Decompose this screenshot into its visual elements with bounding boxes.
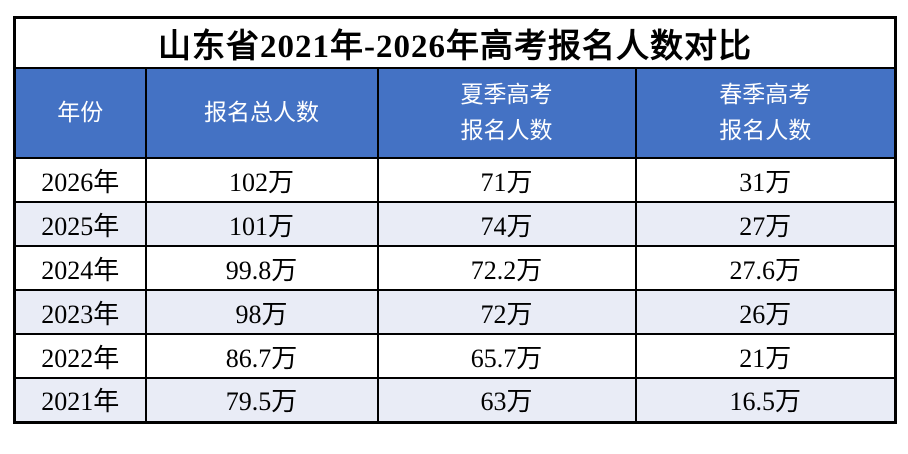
cell-summer: 63万 [376, 377, 637, 423]
cell-year: 2024年 [13, 245, 147, 291]
cell-year: 2023年 [13, 289, 147, 335]
cell-spring: 31万 [634, 157, 897, 203]
table-row-2024: 2024年 99.8万 72.2万 27.6万 [13, 245, 897, 291]
column-header-total: 报名总人数 [144, 67, 379, 159]
column-header-spring-line2: 报名人数 [719, 118, 812, 143]
cell-summer: 71万 [376, 157, 637, 203]
cell-summer: 72万 [376, 289, 637, 335]
table-title: 山东省2021年-2026年高考报名人数对比 [13, 16, 897, 69]
cell-spring: 16.5万 [634, 377, 897, 423]
cell-total: 99.8万 [144, 245, 379, 291]
column-header-spring: 春季高考 报名人数 [634, 67, 897, 159]
cell-spring: 27万 [634, 201, 897, 247]
column-header-year: 年份 [13, 67, 147, 159]
cell-summer: 72.2万 [376, 245, 637, 291]
title-row: 山东省2021年-2026年高考报名人数对比 [13, 16, 897, 69]
table-row-2023: 2023年 98万 72万 26万 [13, 289, 897, 335]
gaokao-comparison-table: 山东省2021年-2026年高考报名人数对比 年份 报名总人数 夏季高考 报名人… [13, 16, 897, 424]
cell-year: 2026年 [13, 157, 147, 203]
column-header-summer: 夏季高考 报名人数 [376, 67, 637, 159]
table-row-2022: 2022年 86.7万 65.7万 21万 [13, 333, 897, 379]
table-row-2025: 2025年 101万 74万 27万 [13, 201, 897, 247]
column-header-summer-line1: 夏季高考 [460, 82, 553, 108]
table-row-2026: 2026年 102万 71万 31万 [13, 157, 897, 203]
cell-spring: 26万 [634, 289, 897, 335]
cell-total: 86.7万 [144, 333, 379, 379]
cell-spring: 21万 [634, 333, 897, 379]
cell-summer: 74万 [376, 201, 637, 247]
cell-year: 2022年 [13, 333, 147, 379]
cell-total: 101万 [144, 201, 379, 247]
cell-year: 2025年 [13, 201, 147, 247]
table-row-2021: 2021年 79.5万 63万 16.5万 [13, 377, 897, 423]
cell-spring: 27.6万 [634, 245, 897, 291]
cell-total: 102万 [144, 157, 379, 203]
cell-year: 2021年 [13, 377, 147, 423]
cell-total: 98万 [144, 289, 379, 335]
cell-summer: 65.7万 [376, 333, 637, 379]
column-header-summer-line2: 报名人数 [460, 118, 553, 143]
column-header-spring-line1: 春季高考 [719, 82, 812, 108]
header-row: 年份 报名总人数 夏季高考 报名人数 春季高考 报名人数 [13, 67, 897, 159]
cell-total: 79.5万 [144, 377, 379, 423]
